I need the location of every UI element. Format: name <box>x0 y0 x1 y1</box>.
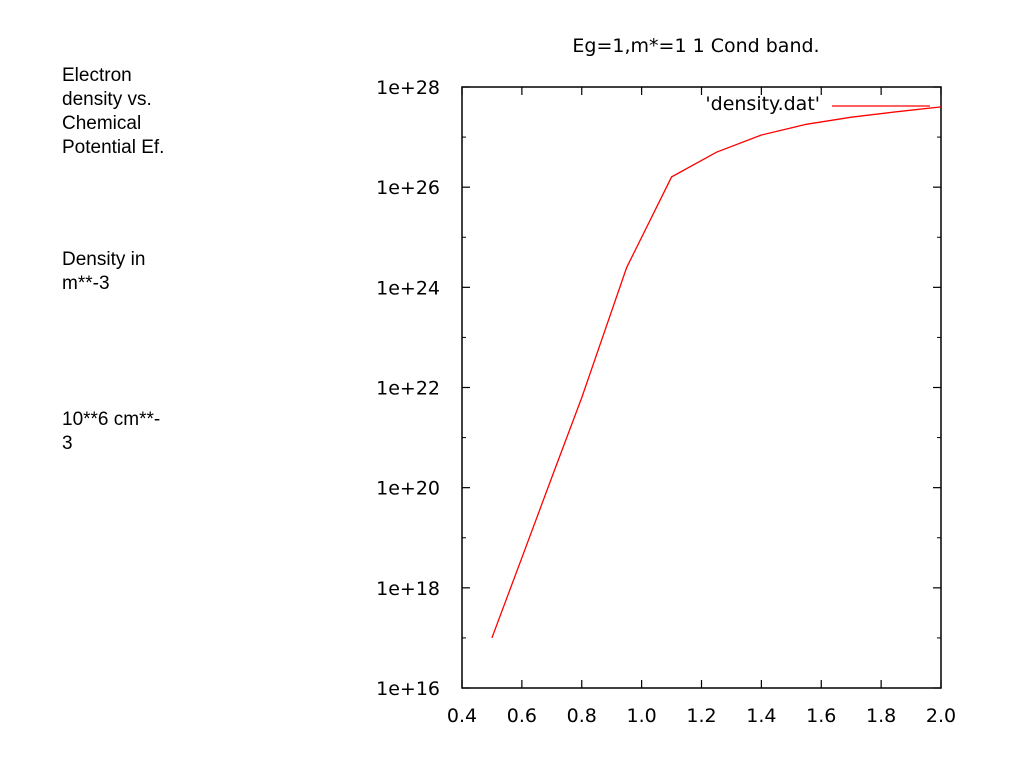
y-tick-label: 1e+18 <box>376 578 440 600</box>
note-unit-conversion: 10**6 cm**- 3 <box>62 409 161 454</box>
series-line <box>491 106 942 639</box>
y-tick-label: 1e+20 <box>376 478 440 500</box>
x-tick-label: 0.4 <box>447 705 477 727</box>
y-axis: 1e+16 1e+18 1e+20 1e+22 1e+24 1e+26 1e+28 <box>376 77 941 700</box>
plot-frame <box>461 86 942 689</box>
note-density-unit: Density in m**-3 <box>62 249 146 294</box>
x-tick-label: 2.0 <box>926 705 956 727</box>
x-tick-label: 1.2 <box>686 705 716 727</box>
x-tick-label: 0.6 <box>507 705 537 727</box>
x-tick-label: 1.8 <box>866 705 896 727</box>
legend-label: 'density.dat' <box>705 93 820 115</box>
y-tick-label: 1e+28 <box>376 77 440 99</box>
series-layer <box>491 106 942 639</box>
x-axis: 0.4 0.6 0.8 1.0 1.2 1.4 1.6 1.8 2.0 <box>447 87 956 727</box>
y-tick-label: 1e+26 <box>376 177 440 199</box>
y-tick-label: 1e+16 <box>376 678 440 700</box>
legend: 'density.dat' <box>705 93 930 115</box>
x-tick-label: 1.6 <box>806 705 836 727</box>
x-tick-label: 0.8 <box>567 705 597 727</box>
note-description: Electron density vs. Chemical Potential … <box>62 65 165 158</box>
x-tick-label: 1.0 <box>627 705 657 727</box>
chart-title: Eg=1,m*=1 1 Cond band. <box>572 35 819 57</box>
y-tick-label: 1e+22 <box>376 378 440 400</box>
x-tick-label: 1.4 <box>746 705 776 727</box>
y-tick-label: 1e+24 <box>376 277 440 299</box>
